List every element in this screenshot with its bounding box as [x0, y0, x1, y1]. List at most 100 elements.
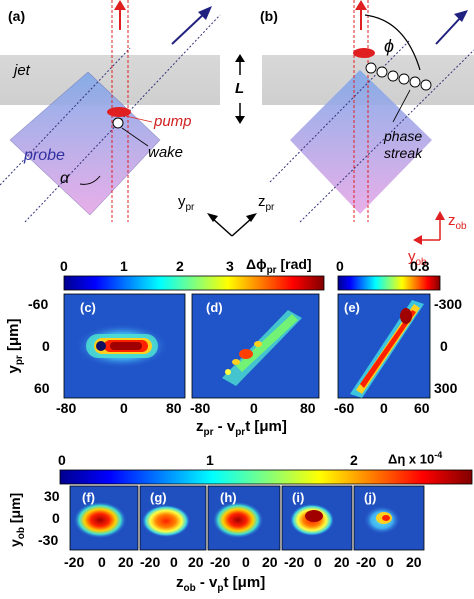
cb3-tick: 1 [206, 452, 214, 468]
phi-arc [364, 14, 421, 71]
x-tick-j: 0 [386, 554, 394, 570]
alpha-label: α [60, 170, 70, 187]
panel-h-map [207, 485, 281, 551]
y-tick-right: 300 [434, 380, 458, 396]
panel-label-a: (a) [8, 8, 26, 24]
phi-label: ϕ [384, 36, 395, 56]
y-tick-bot: 30 [44, 488, 60, 504]
cb3-tick: 2 [350, 452, 358, 468]
cb1-tick: 3 [226, 258, 234, 274]
x-tick-j: 20 [406, 554, 422, 570]
x-tick-c: 80 [166, 400, 182, 416]
panel-label-f: (f) [82, 490, 95, 505]
colorbar-phase [63, 275, 325, 291]
panel-label-d: (d) [206, 300, 223, 315]
pump-pulse-icon [353, 48, 375, 58]
y-tick-right: 0 [440, 338, 448, 354]
panel-f-map [69, 485, 139, 551]
pump-arrow-icon [355, 0, 367, 10]
observer-frame-axes [413, 211, 445, 245]
cb1-tick: 1 [120, 258, 128, 274]
probe-frame-axes [207, 213, 257, 237]
diagram-a [0, 0, 221, 223]
x-tick-e: -60 [334, 400, 355, 416]
panel-label-g: (g) [150, 490, 167, 505]
x-tick-h: 20 [262, 554, 278, 570]
x-tick-f: 0 [98, 554, 106, 570]
x-tick-c: 0 [120, 400, 128, 416]
panel-j-map [353, 485, 425, 551]
x-tick-c: -80 [56, 400, 77, 416]
x-axis-label-bot: zob - vpt [μm] [176, 574, 266, 594]
probe-label: probe [24, 147, 65, 164]
x-tick-e: 0 [380, 400, 388, 416]
x-tick-i: -20 [284, 554, 305, 570]
colorbar-index-label: Δη x 10-4 [388, 450, 443, 467]
panel-i-map [281, 485, 353, 551]
phase-streak-line1: phase [384, 128, 423, 144]
colorbar-index [59, 469, 473, 485]
pump-pulse-icon [107, 107, 131, 117]
x-tick-d: 80 [300, 400, 316, 416]
y-axis-label-bot: yob [μm] [7, 492, 27, 548]
panel-label-c: (c) [80, 300, 96, 315]
jet-label: jet [14, 62, 30, 79]
axis-z-probe: zpr [258, 193, 275, 213]
probe-edge-line [24, 14, 221, 223]
cb2-tick: 0 [336, 258, 344, 274]
x-tick-g: 0 [170, 554, 178, 570]
x-axis-label-mid: zpr - vprt [μm] [196, 418, 287, 438]
x-tick-h: 0 [242, 554, 250, 570]
panel-e-map [337, 293, 431, 399]
L-arrow-icon [235, 54, 245, 124]
length-label: L [235, 80, 245, 97]
cb2-tick: 0.8 [410, 258, 430, 274]
y-tick-bot: 0 [52, 510, 60, 526]
x-tick-d: 0 [250, 400, 258, 416]
axis-y-observer: yob [408, 248, 427, 268]
alpha-arc [79, 175, 101, 185]
diagram-b [262, 0, 474, 223]
x-tick-d: -80 [190, 400, 211, 416]
x-tick-g: 20 [188, 554, 204, 570]
y-tick-bot: -30 [38, 532, 59, 548]
phase-streak-label: phase streak [384, 128, 422, 162]
x-tick-j: -20 [356, 554, 377, 570]
x-tick-i: 20 [334, 554, 350, 570]
probe-edge-line [0, 47, 131, 186]
cb1-tick: 2 [176, 258, 184, 274]
panel-label-i: (i) [292, 490, 305, 505]
y-tick-right: -300 [434, 296, 463, 312]
y-tick: 60 [34, 380, 50, 396]
panel-label-j: (j) [364, 490, 377, 505]
axis-z-observer: zob [448, 212, 467, 232]
panel-label-h: (h) [220, 490, 237, 505]
wake-icon [112, 117, 124, 129]
x-tick-i: 0 [314, 554, 322, 570]
panel-c-map [63, 293, 186, 399]
colorbar-phase-e [337, 275, 441, 291]
panel-label-b: (b) [260, 8, 278, 24]
phase-streak-line2: streak [384, 145, 423, 161]
probe-arrow-icon [454, 10, 468, 22]
axis-y-probe: ypr [178, 193, 195, 213]
pump-label: pump [154, 113, 192, 130]
y-axis-label-mid: ypr [μm] [5, 318, 25, 374]
probe-arrow-icon [198, 6, 212, 20]
wake-label: wake [148, 144, 184, 161]
x-tick-e: 60 [414, 400, 430, 416]
x-tick-f: 20 [118, 554, 134, 570]
phase-streak-icon [365, 62, 432, 91]
x-tick-h: -20 [210, 554, 231, 570]
y-tick: -60 [28, 296, 49, 312]
cb3-tick: 0 [58, 452, 66, 468]
panel-d-map [191, 293, 320, 399]
pump-arrow-icon [114, 0, 126, 10]
y-tick: 0 [42, 338, 50, 354]
cb1-tick: 0 [60, 258, 68, 274]
x-tick-f: -20 [64, 554, 85, 570]
x-tick-g: -20 [140, 554, 161, 570]
probe-beam-b [290, 70, 432, 214]
panel-label-e: (e) [344, 300, 360, 315]
